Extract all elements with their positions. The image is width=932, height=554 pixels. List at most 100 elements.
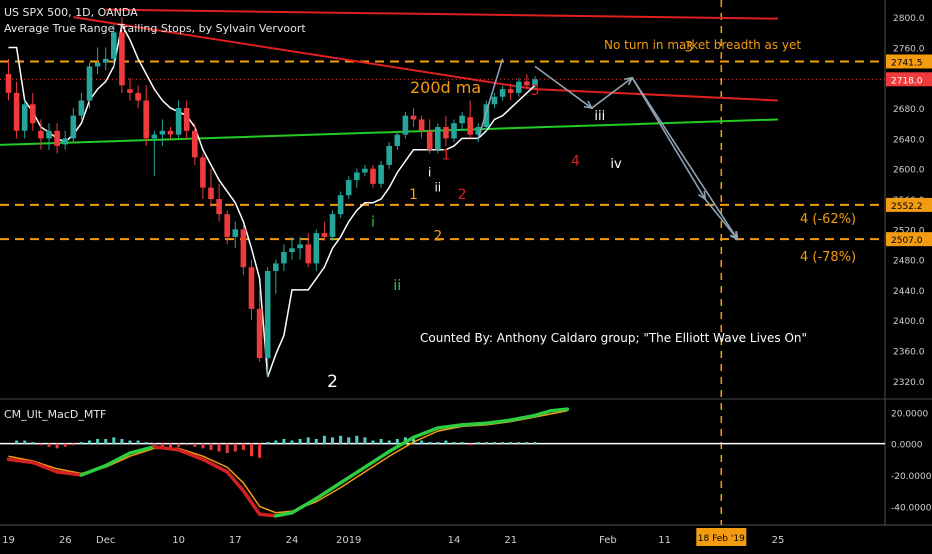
candle-body [208,187,214,199]
candle-body [54,130,60,146]
candle-body [499,89,506,97]
wave-label: 2 [458,187,467,203]
candle-body [281,252,287,264]
candle-body [475,127,482,135]
time-tick-label: 26 [59,535,72,546]
price-tick-label: 2400.0 [893,317,925,327]
candle-body [491,96,498,105]
macd-line-segment [363,449,391,469]
counted-by-note: Counted By: Anthony Caldaro group; "The … [420,331,807,345]
price-tick-label: 2640.0 [893,135,925,145]
macd-histogram-bar [420,440,424,444]
candle-body [216,199,222,215]
macd-line-segment [103,451,132,468]
macd-histogram-bar [55,443,59,449]
wave-label: 3 [684,39,693,55]
candle-body [135,92,141,101]
macd-histogram-bar [460,442,464,444]
wave-label: ii [393,278,401,294]
time-tick-label: 25 [772,535,785,546]
macd-line-segment [176,448,205,462]
time-tick-label: Dec [96,535,115,546]
projection-segment [591,77,633,109]
projection-segment [631,77,739,240]
candle-body [273,263,279,271]
candle-body [264,270,271,359]
macd-histogram-bar [225,443,229,454]
macd-histogram-bar [23,440,27,444]
macd-histogram-bar [314,438,318,444]
projection-arrowhead [730,231,739,241]
symbol-title: US SPX 500, 1D, OANDA [4,6,138,19]
macd-histogram-bar [533,442,537,444]
price-badge [886,72,932,87]
macd-histogram-bar [15,440,19,444]
macd-histogram-bar [47,443,51,447]
indicator-title: Average True Range Trailing Stops, by Sy… [4,22,306,35]
macd-histogram-bar [79,442,83,444]
candle-body [192,130,198,158]
time-tick-label: 2019 [336,535,361,546]
candle-body [532,79,538,86]
macd-signal-line [8,409,568,514]
macd-histogram-bar [444,440,448,444]
candle-body [418,119,425,131]
macd-histogram-bar [428,442,432,444]
candle-body [94,62,101,67]
wave-label: i [428,165,431,179]
macd-histogram-bar [120,438,124,444]
candle-body [362,168,368,173]
macd-line-segment [257,512,278,518]
macd-histogram-bar [250,443,253,457]
macd-line-segment [314,481,343,501]
oscillator-title: CM_Ult_MacD_MTF [4,408,107,421]
candle-body [524,81,530,86]
macd-line-segment [225,470,246,493]
macd-line-segment [460,421,489,427]
candle-body [159,130,166,135]
macd-histogram-bar [201,443,205,449]
candle-body [111,32,117,59]
oscillator-tick-label: 0.0000 [891,441,923,451]
candle-body [143,100,149,139]
macd-histogram-bar [209,443,213,450]
macd-histogram-bar [177,443,181,447]
wave-label: 1 [409,187,418,203]
candle-body [467,117,473,135]
candle-body [175,108,182,135]
price-badge [886,54,932,69]
wave-label: ii [434,180,441,194]
price-badge [886,197,932,212]
macd-line-segment [6,457,35,465]
price-tick-label: 2440.0 [893,287,925,297]
price-tick-label: 2520.0 [893,226,925,236]
macd-histogram-bar [31,442,35,444]
macd-histogram-bar [96,438,100,444]
candle-body [102,58,109,63]
candle-body [127,89,133,93]
time-tick-label: 17 [229,535,242,546]
macd-histogram-bar [217,443,221,452]
wave-label: 1 [441,148,450,164]
time-tick-label: 21 [504,535,517,546]
price-tick-label: 2760.0 [893,44,925,54]
ma-label: 200d ma [410,78,481,97]
date-badge [696,528,747,546]
candle-body [240,229,247,268]
candle-body [13,92,20,131]
macd-line-segment [79,463,108,477]
wave-label: iii [594,109,605,124]
candle-body [248,267,255,309]
macd-histogram-bar [104,438,108,444]
date-badge-label: 18 Feb '19 [698,534,745,544]
price-tick-label: 2320.0 [893,378,925,388]
candle-body [289,248,295,253]
candle-body [167,130,174,135]
macd-line-segment [387,435,416,454]
projection-segment [534,65,593,109]
macd-histogram-bar [39,443,43,446]
macd-line-segment [152,445,181,452]
candle-body [394,134,401,146]
